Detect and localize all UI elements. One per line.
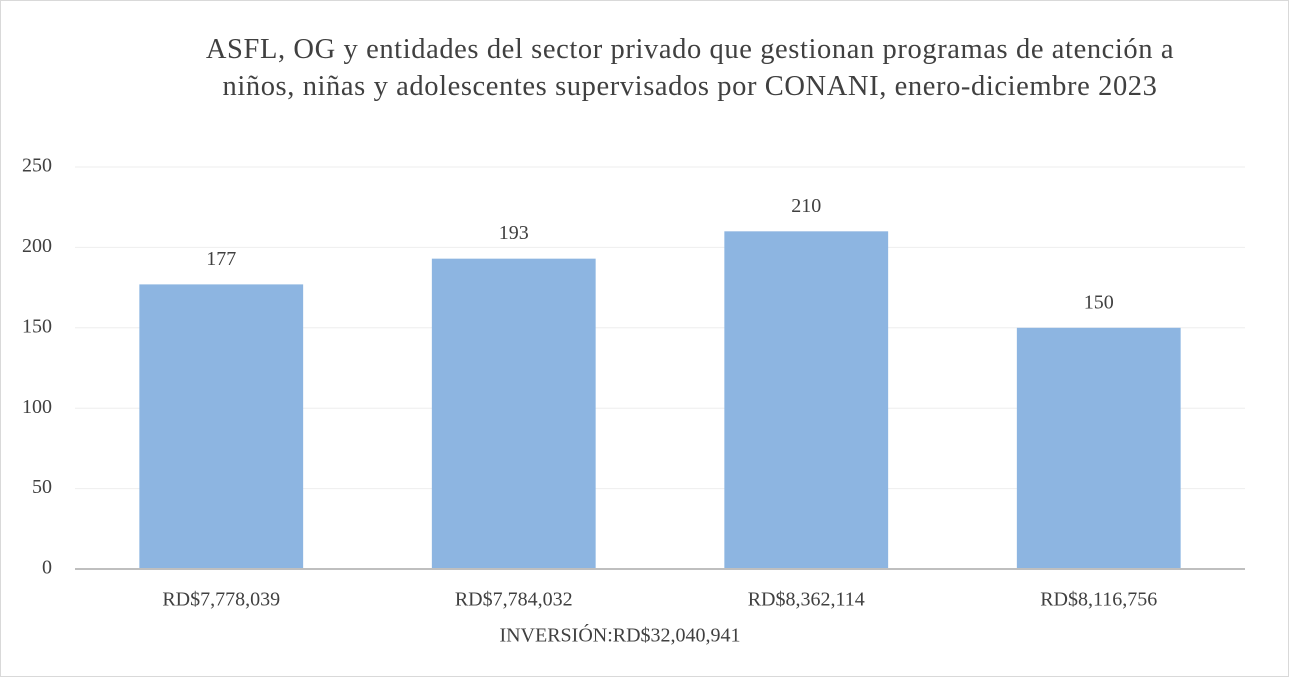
y-tick-label: 150 [22,315,52,337]
data-label: 210 [791,195,821,217]
y-tick-label: 250 [22,155,52,177]
bar [1016,327,1181,569]
x-tick-label: RD$7,778,039 [162,589,280,611]
y-tick-label: 0 [42,557,52,579]
chart-title: ASFL, OG y entidades del sector privado … [205,34,1175,102]
bar [724,231,889,569]
x-tick-label: RD$8,116,756 [1040,589,1157,611]
data-label: 193 [499,222,529,244]
bar [431,258,596,569]
data-label: 177 [206,248,236,270]
y-tick-label: 200 [22,235,52,257]
data-label: 150 [1084,291,1114,313]
y-tick-label: 100 [22,396,52,418]
bar [139,284,304,569]
x-tick-label: RD$8,362,114 [748,589,865,611]
y-tick-label: 50 [32,476,52,498]
x-axis-label: INVERSIÓN:RD$32,040,941 [499,623,740,647]
x-tick-label: RD$7,784,032 [455,589,573,611]
